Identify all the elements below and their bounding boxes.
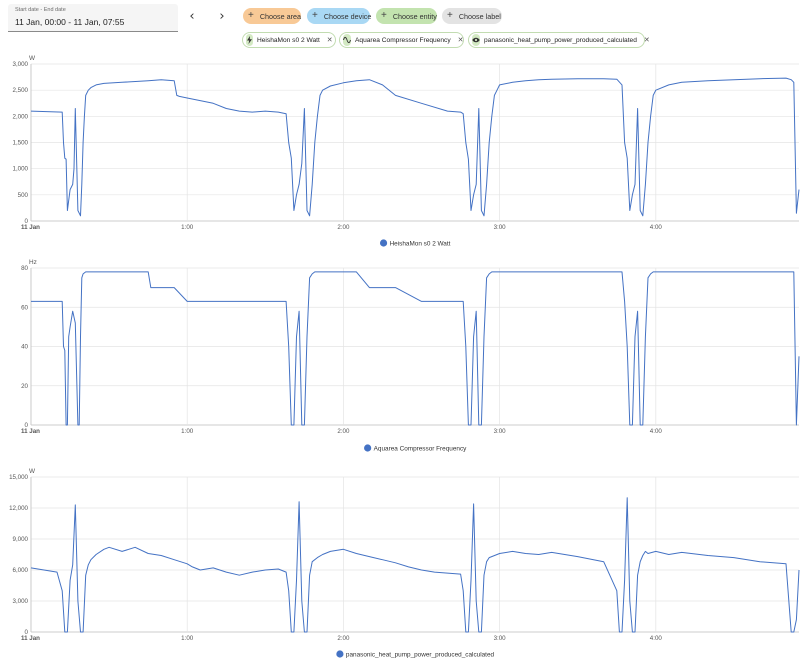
x-tick-label: 11 Jan [21, 224, 40, 231]
sine-wave-icon [343, 34, 351, 46]
plus-icon: + [447, 10, 453, 21]
entity-chip-compressor-frequency[interactable]: Aquarea Compressor Frequency ✕ [339, 32, 464, 48]
x-tick-label: 3:00 [494, 635, 507, 642]
chevron-right-icon[interactable]: › [214, 9, 230, 25]
x-tick-label: 2:00 [337, 635, 350, 642]
x-tick-label: 3:00 [494, 428, 507, 435]
x-tick-label: 11 Jan [21, 428, 40, 435]
y-tick-label: 6,000 [13, 567, 29, 574]
entity-chip-label: panasonic_heat_pump_power_produced_calcu… [484, 36, 637, 44]
x-tick-label: 11 Jan [21, 635, 40, 642]
x-tick-label: 4:00 [650, 224, 663, 231]
close-icon[interactable]: ✕ [643, 37, 650, 44]
choose-area-button[interactable]: + Choose area [243, 8, 301, 24]
entity-chip-label: Aquarea Compressor Frequency [355, 36, 451, 44]
y-tick-label: 9,000 [13, 536, 29, 543]
chevron-left-icon[interactable]: ‹ [184, 9, 200, 25]
x-tick-label: 1:00 [181, 635, 194, 642]
choose-label-button[interactable]: + Choose label [442, 8, 502, 24]
x-tick-label: 3:00 [494, 224, 507, 231]
choose-area-label: Choose area [259, 11, 301, 21]
power-produced-chart[interactable]: W 0 3,000 6,000 9,000 12,000 15,000 11 Jan 1:00 2… [0, 464, 800, 662]
choose-entity-label: Choose entity [392, 11, 437, 21]
plus-icon: + [381, 10, 387, 21]
y-tick-label: 20 [21, 383, 28, 390]
x-tick-label: 1:00 [181, 428, 194, 435]
y-tick-label: 0 [25, 218, 29, 225]
y-tick-label: 500 [18, 192, 29, 199]
legend-swatch[interactable] [336, 650, 344, 658]
power-watt-chart[interactable]: W 0 500 1,000 1,500 2,000 2,500 3,000 11 Jan 1:00… [0, 52, 800, 252]
y-tick-label: 15,000 [9, 474, 28, 481]
x-tick-label: 4:00 [650, 635, 663, 642]
y-axis-unit: Hz [29, 259, 37, 266]
date-range-label: Start date - End date [15, 7, 66, 13]
legend-label[interactable]: panasonic_heat_pump_power_produced_calcu… [346, 652, 495, 659]
choose-device-label: Choose device [323, 11, 372, 21]
flash-icon [246, 34, 253, 46]
x-tick-label: 2:00 [337, 224, 350, 231]
entity-chip-power-produced[interactable]: panasonic_heat_pump_power_produced_calcu… [468, 32, 650, 48]
compressor-frequency-chart[interactable]: Hz 0 20 40 60 80 11 Jan 1:00 2:00 3:00 4:00 Aquarea… [0, 257, 800, 457]
plus-icon: + [248, 10, 254, 21]
choose-device-button[interactable]: + Choose device [307, 8, 372, 24]
x-tick-label: 2:00 [337, 428, 350, 435]
x-tick-label: 4:00 [650, 428, 663, 435]
y-tick-label: 12,000 [9, 505, 28, 512]
legend-label[interactable]: HeishaMon s0 2 Watt [390, 241, 451, 248]
y-tick-label: 1,000 [13, 166, 29, 173]
eye-icon [472, 34, 480, 46]
y-tick-label: 2,000 [13, 113, 29, 120]
series-line[interactable] [31, 271, 800, 426]
legend-label[interactable]: Aquarea Compressor Frequency [374, 446, 468, 453]
close-icon[interactable]: ✕ [326, 37, 333, 44]
series-line[interactable] [30, 497, 800, 633]
legend-swatch[interactable] [379, 239, 388, 247]
date-range-picker[interactable]: Start date - End date 11 Jan, 00:00 - 11… [8, 4, 178, 32]
y-tick-label: 0 [25, 629, 29, 636]
x-tick-label: 1:00 [181, 224, 194, 231]
y-tick-label: 80 [21, 265, 28, 272]
series-line[interactable] [30, 77, 800, 217]
y-tick-label: 0 [25, 422, 29, 429]
y-tick-label: 3,000 [13, 61, 29, 68]
y-axis-unit: W [29, 55, 36, 62]
choose-entity-button[interactable]: + Choose entity [376, 8, 437, 24]
y-tick-label: 1,500 [13, 140, 29, 147]
entity-chip-heishamon[interactable]: HeishaMon s0 2 Watt ✕ [242, 32, 336, 48]
y-tick-label: 2,500 [13, 87, 29, 94]
choose-label-label: Choose label [458, 11, 501, 21]
y-tick-label: 40 [21, 344, 28, 351]
plus-icon: + [312, 10, 318, 21]
date-range-value: 11 Jan, 00:00 - 11 Jan, 07:55 [15, 17, 125, 27]
close-icon[interactable]: ✕ [457, 37, 464, 44]
y-tick-label: 60 [21, 304, 28, 311]
entity-chip-label: HeishaMon s0 2 Watt [257, 36, 320, 44]
y-tick-label: 3,000 [13, 598, 29, 605]
y-axis-unit: W [29, 468, 36, 475]
legend-swatch[interactable] [364, 444, 372, 452]
